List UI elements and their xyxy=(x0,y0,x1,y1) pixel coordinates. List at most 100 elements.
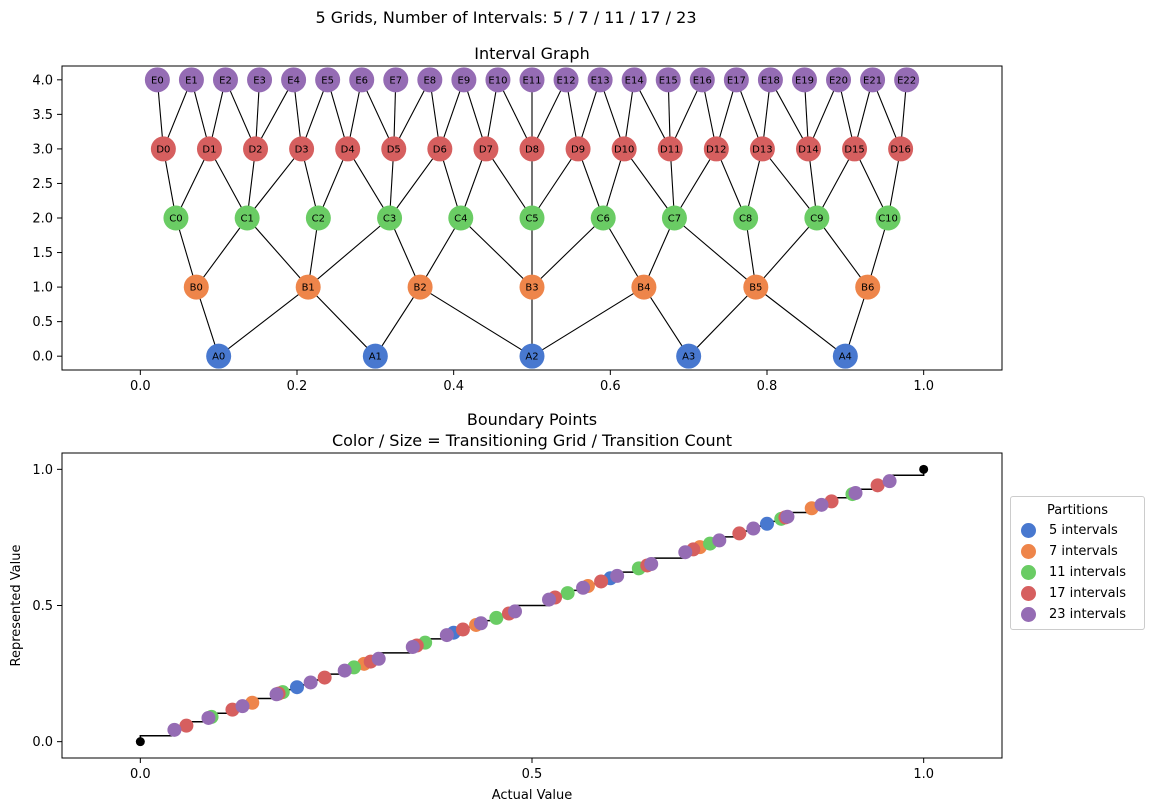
node-C6 xyxy=(590,205,616,231)
legend-title: Partitions xyxy=(1047,503,1108,518)
node-label-D12: D12 xyxy=(706,144,726,155)
point-23-intervals xyxy=(303,675,318,690)
node-E7 xyxy=(383,67,409,93)
node-E8 xyxy=(417,67,443,93)
node-E4 xyxy=(281,67,307,93)
node-label-D9: D9 xyxy=(571,144,585,155)
point-23-intervals xyxy=(882,474,897,489)
edge-C9-D13 xyxy=(761,148,818,219)
node-label-E19: E19 xyxy=(795,75,814,86)
legend-item-5: 5 intervals xyxy=(1011,520,1144,541)
node-label-C1: C1 xyxy=(240,214,253,225)
node-label-E15: E15 xyxy=(659,75,678,86)
node-E21 xyxy=(860,67,886,93)
legend-label: 23 intervals xyxy=(1049,607,1127,622)
edge-C7-D12 xyxy=(673,148,717,219)
node-label-E14: E14 xyxy=(625,75,644,86)
legend-label: 5 intervals xyxy=(1049,523,1118,538)
legend-label: 11 intervals xyxy=(1049,565,1127,580)
y-tick-label: 3.0 xyxy=(32,142,53,157)
endpoint xyxy=(919,464,929,474)
edge-A0-B1 xyxy=(218,286,309,357)
point-23-intervals xyxy=(746,521,761,536)
point-17-intervals xyxy=(455,622,470,637)
node-label-C5: C5 xyxy=(525,214,538,225)
edge-B2-C3 xyxy=(389,217,421,288)
point-23-intervals xyxy=(644,557,659,572)
node-label-E10: E10 xyxy=(488,75,507,86)
node-D11 xyxy=(657,136,683,162)
x-tick-label: 1.0 xyxy=(913,379,934,394)
point-23-intervals xyxy=(576,580,591,595)
node-label-D5: D5 xyxy=(387,144,401,155)
legend-label: 7 intervals xyxy=(1049,544,1118,559)
legend-item-17: 17 intervals xyxy=(1011,583,1144,604)
node-B6 xyxy=(855,274,881,300)
node-E5 xyxy=(315,67,341,93)
node-label-C8: C8 xyxy=(739,214,752,225)
legend-marker xyxy=(1021,586,1036,601)
point-11-intervals xyxy=(489,610,504,625)
point-11-intervals xyxy=(560,586,575,601)
y-axis-label: Represented Value xyxy=(9,545,24,667)
node-D5 xyxy=(381,136,407,162)
y-tick-label: 3.5 xyxy=(32,108,53,123)
node-label-D13: D13 xyxy=(752,144,772,155)
node-label-A0: A0 xyxy=(212,352,225,363)
node-label-A2: A2 xyxy=(525,352,538,363)
node-A3 xyxy=(676,343,702,369)
legend-item-7: 7 intervals xyxy=(1011,541,1144,562)
node-label-E6: E6 xyxy=(355,75,368,86)
edge-A4-B5 xyxy=(755,286,846,357)
y-tick-label: 1.5 xyxy=(32,246,53,261)
node-label-E8: E8 xyxy=(423,75,436,86)
node-C1 xyxy=(234,205,260,231)
x-tick-label: 0.8 xyxy=(757,379,778,394)
point-23-intervals xyxy=(610,568,625,583)
node-label-E1: E1 xyxy=(185,75,198,86)
edge-C5-D9 xyxy=(531,148,579,219)
y-tick-label: 0.5 xyxy=(32,599,53,614)
point-17-intervals xyxy=(317,670,332,685)
y-tick-label: 2.0 xyxy=(32,212,53,227)
edge-C8-D12 xyxy=(715,148,747,219)
node-label-D16: D16 xyxy=(890,144,910,155)
node-D8 xyxy=(519,136,545,162)
x-tick-label: 0.4 xyxy=(443,379,464,394)
edge-A3-B4 xyxy=(643,286,690,357)
node-E6 xyxy=(349,67,375,93)
node-E16 xyxy=(689,67,715,93)
node-label-D7: D7 xyxy=(479,144,493,155)
edge-C3-D4 xyxy=(347,148,391,219)
point-23-intervals xyxy=(814,497,829,512)
edge-D8-E10 xyxy=(497,79,533,150)
edge-B0-C1 xyxy=(195,217,248,288)
node-D12 xyxy=(703,136,729,162)
edge-C1-D1 xyxy=(208,148,248,219)
node-E9 xyxy=(451,67,477,93)
point-23-intervals xyxy=(371,651,386,666)
edge-A1-B2 xyxy=(374,286,421,357)
edge-C2-D4 xyxy=(317,148,349,219)
node-C7 xyxy=(661,205,687,231)
node-D14 xyxy=(795,136,821,162)
panel2-subtitle: Color / Size = Transitioning Grid / Tran… xyxy=(332,431,732,450)
node-E17 xyxy=(723,67,749,93)
x-axis-label: Actual Value xyxy=(492,788,573,803)
node-D15 xyxy=(842,136,868,162)
edge-B4-C7 xyxy=(643,217,675,288)
edge-D2-E2 xyxy=(224,79,257,150)
node-D0 xyxy=(150,136,176,162)
scatter-points xyxy=(167,474,897,737)
node-label-D0: D0 xyxy=(156,144,170,155)
node-label-D10: D10 xyxy=(614,144,634,155)
node-label-E17: E17 xyxy=(727,75,746,86)
node-label-E20: E20 xyxy=(829,75,848,86)
point-17-intervals xyxy=(870,478,885,493)
node-D16 xyxy=(888,136,914,162)
node-E20 xyxy=(826,67,852,93)
edge-B1-C1 xyxy=(246,217,309,288)
point-23-intervals xyxy=(405,639,420,654)
edge-A2-B2 xyxy=(419,286,533,357)
edge-B3-C4 xyxy=(460,217,533,288)
